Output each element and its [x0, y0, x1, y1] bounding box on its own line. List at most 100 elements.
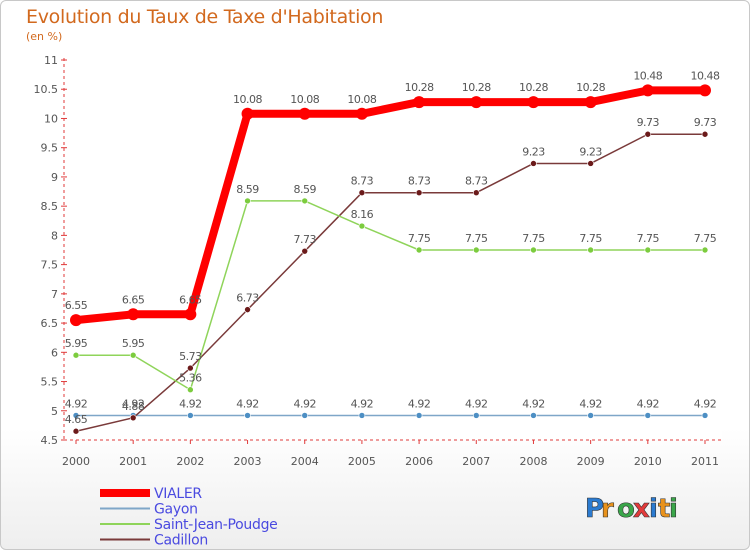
plot-area: [64, 58, 722, 440]
data-point: [644, 246, 652, 254]
data-point: [301, 412, 309, 419]
series-line-vialer: [72, 86, 709, 325]
data-point: [701, 130, 709, 138]
y-tick-label: 11: [44, 54, 58, 67]
data-point: [472, 246, 480, 254]
data-label: 4.92: [465, 397, 488, 410]
x-tick-label: 2000: [62, 455, 90, 468]
x-tick-label: 2002: [176, 455, 204, 468]
data-point: [587, 412, 594, 419]
data-point: [241, 107, 254, 120]
legend-label: Saint-Jean-Poudge: [154, 517, 277, 533]
data-label: 6.55: [65, 299, 88, 312]
data-label: 4.92: [579, 397, 602, 410]
data-label: 4.92: [122, 397, 145, 410]
data-point: [244, 306, 251, 313]
x-tick-label: 2010: [634, 455, 662, 468]
x-tick-label: 2004: [291, 455, 319, 468]
x-tick-label: 2003: [234, 455, 262, 468]
y-tick-label: 10.5: [34, 83, 59, 96]
data-point: [358, 222, 366, 230]
logo-letter: i: [649, 494, 658, 524]
data-point: [587, 160, 594, 167]
data-point: [187, 412, 194, 419]
data-label: 8.73: [408, 175, 431, 188]
data-point: [129, 414, 137, 422]
x-tick-label: 2011: [691, 455, 719, 468]
data-label: 7.75: [465, 232, 488, 245]
logo-letter: x: [633, 494, 650, 524]
data-label: 4.92: [65, 397, 88, 410]
data-label: 4.92: [408, 397, 431, 410]
logo-letter: P: [585, 494, 604, 524]
data-label: 6.73: [236, 292, 259, 305]
y-tick-label: 7.5: [41, 259, 59, 272]
data-point: [355, 107, 368, 120]
data-point: [530, 160, 537, 167]
logo-letter: i: [669, 494, 678, 524]
x-tick-label: 2001: [119, 455, 147, 468]
data-label: 4.92: [694, 397, 717, 410]
logo-letter: t: [658, 494, 670, 524]
data-point: [530, 246, 537, 254]
data-label: 7.75: [579, 232, 602, 245]
data-point: [587, 246, 594, 254]
data-label: 8.16: [351, 208, 374, 221]
data-point: [641, 84, 654, 97]
data-label: 4.92: [351, 397, 374, 410]
series-line-cadillon: [75, 133, 706, 432]
data-point: [72, 412, 80, 419]
data-point: [298, 107, 311, 120]
data-label: 10.28: [519, 81, 548, 94]
data-label: 7.75: [637, 232, 660, 245]
data-label: 10.08: [233, 93, 262, 106]
y-tick-label: 5: [51, 405, 58, 418]
data-label: 7.75: [408, 232, 431, 245]
data-point: [699, 84, 711, 97]
data-point: [70, 314, 82, 327]
proxiti-logo: Pr ox i ti: [585, 494, 679, 525]
data-label: 10.48: [691, 69, 720, 82]
y-tick-label: 9: [51, 171, 58, 184]
data-point: [472, 412, 480, 419]
data-point: [184, 308, 197, 321]
data-point: [358, 189, 366, 197]
y-tick-label: 9.5: [41, 142, 59, 155]
x-tick-label: 2008: [519, 455, 547, 468]
y-tick-label: 6: [51, 346, 58, 359]
data-label: 4.65: [65, 413, 88, 426]
logo-letter: r: [601, 494, 614, 524]
data-point: [644, 130, 652, 138]
data-label: 6.65: [179, 293, 202, 306]
y-axis-unit: (en %): [26, 30, 63, 43]
data-point: [701, 246, 709, 254]
x-tick-label: 2007: [462, 455, 490, 468]
data-label: 7.73: [293, 233, 316, 246]
data-label: 10.08: [347, 93, 376, 106]
y-tick-label: 7: [51, 288, 58, 301]
data-label: 7.75: [522, 232, 545, 245]
logo-letter: o: [617, 494, 635, 524]
data-point: [301, 247, 309, 255]
legend-label: Cadillon: [154, 533, 208, 549]
data-point: [72, 351, 80, 359]
data-label: 9.23: [579, 145, 602, 158]
data-label: 4.92: [637, 397, 660, 410]
data-label: 5.36: [179, 372, 202, 385]
y-tick-label: 8: [51, 229, 58, 242]
data-point: [644, 412, 652, 419]
data-point: [415, 189, 423, 197]
y-tick-label: 8.5: [41, 200, 59, 213]
data-point: [413, 96, 426, 109]
data-label: 10.08: [290, 93, 319, 106]
data-point: [127, 308, 140, 321]
data-label: 4.88: [122, 400, 145, 413]
data-label: 10.48: [633, 69, 662, 82]
x-tick-label: 2006: [405, 455, 433, 468]
x-tick-label: 2009: [577, 455, 605, 468]
data-point: [415, 246, 423, 254]
data-label: 10.28: [576, 81, 605, 94]
data-label: 4.92: [179, 397, 202, 410]
data-label: 10.28: [405, 81, 434, 94]
